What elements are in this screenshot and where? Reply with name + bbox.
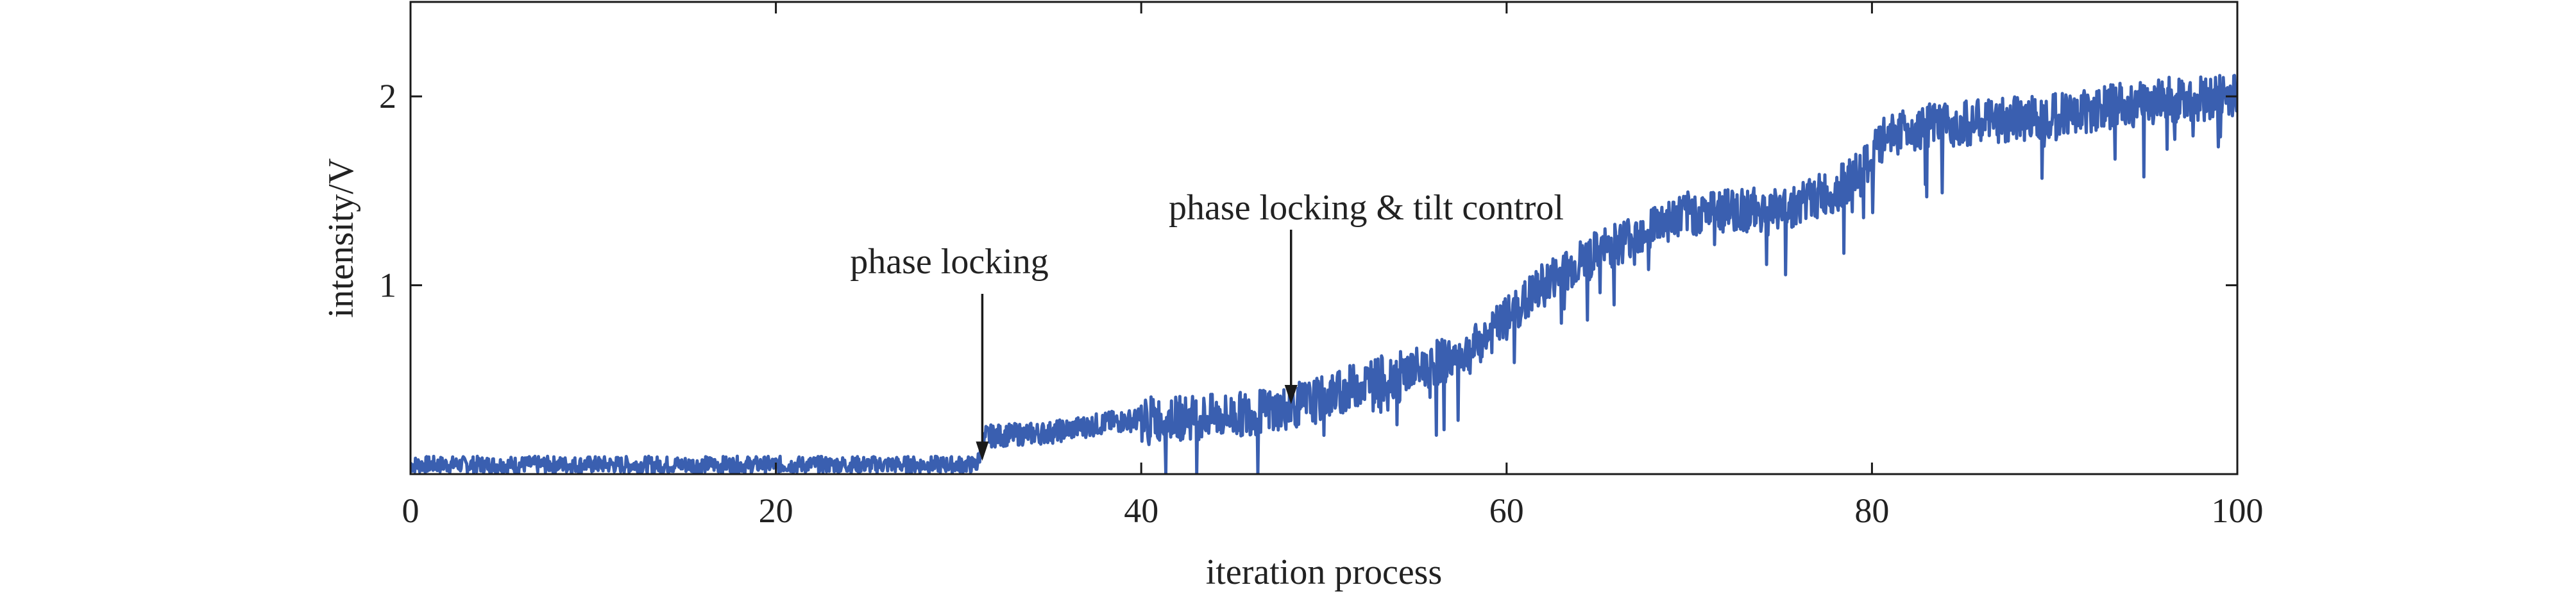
x-tick-label: 100 xyxy=(2212,491,2264,530)
plot-frame xyxy=(409,1,2239,475)
y-tick-label: 1 xyxy=(379,266,396,305)
x-tick-label: 80 xyxy=(1854,491,1889,530)
series-line xyxy=(411,74,2237,474)
x-tick-label: 40 xyxy=(1124,491,1158,530)
annotation-label: phase locking xyxy=(850,242,1048,282)
annotation-layer: phase locking phase locking & tilt contro… xyxy=(850,188,1564,461)
annotation-arrowhead xyxy=(1284,384,1298,404)
annotation-arrowhead xyxy=(976,441,989,461)
y-tick-label: 2 xyxy=(379,77,396,115)
x-tick-label: 60 xyxy=(1489,491,1524,530)
ticks-layer: 0 20 40 60 80 100 1 2 xyxy=(379,2,2264,530)
x-tick-label: 0 xyxy=(402,491,419,530)
annotation-label: phase locking & tilt control xyxy=(1169,188,1564,228)
series-layer xyxy=(411,74,2237,474)
x-axis-title: iteration process xyxy=(1206,552,1443,592)
annotation-phase-locking-tilt-control: phase locking & tilt control xyxy=(1169,188,1564,404)
x-tick-label: 20 xyxy=(759,491,793,530)
annotation-phase-locking: phase locking xyxy=(850,242,1049,461)
y-axis-title: intensity/V xyxy=(321,158,361,318)
